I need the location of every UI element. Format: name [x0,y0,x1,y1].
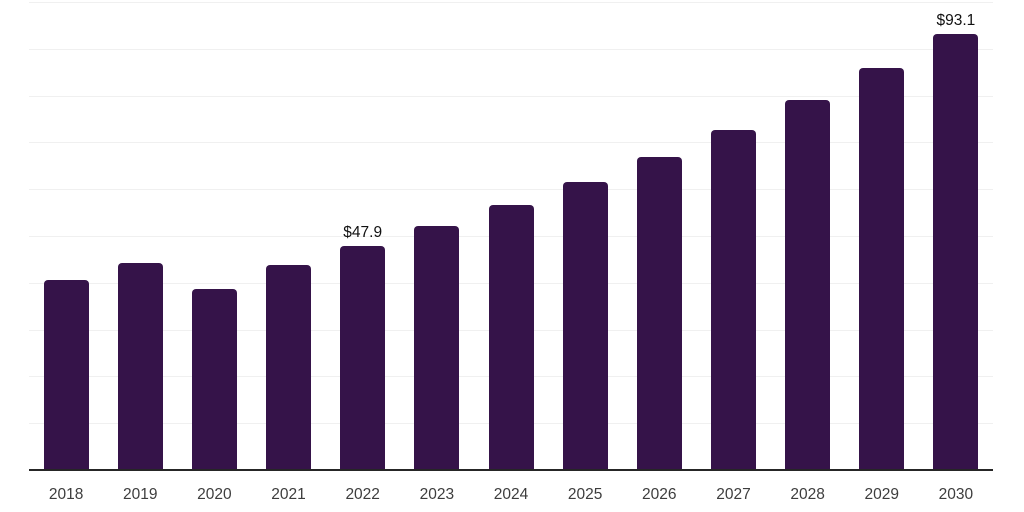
value-label-2030: $93.1 [936,12,976,30]
gridline-70 [29,142,993,144]
bar-2030 [933,34,979,470]
bar-2023 [414,226,460,470]
x-tick-label-2019: 2019 [122,486,158,503]
bar-2029 [859,67,905,470]
x-tick-label-2025: 2025 [567,486,603,503]
bar-2028 [785,100,831,470]
value-label-2022: $47.9 [343,223,383,241]
x-tick-label-2020: 2020 [197,486,232,503]
bar-2018 [43,280,89,470]
bar-2026 [636,156,682,470]
bar-2024 [488,205,534,470]
bar-2019 [117,262,163,470]
x-tick-label-2026: 2026 [642,486,677,503]
x-tick-label-2027: 2027 [716,486,751,503]
x-tick-label-2029: 2029 [864,486,899,503]
x-tick-label-2021: 2021 [271,486,306,503]
gridline-60 [29,189,993,191]
x-tick-label-2028: 2028 [790,486,825,503]
x-tick-label-2022: 2022 [345,486,380,503]
x-tick-label-2030: 2030 [938,486,974,503]
x-axis-line [29,469,993,471]
bar-2020 [191,289,237,470]
bar-2025 [562,182,608,470]
x-tick-label-2018: 2018 [48,486,84,503]
bar-2021 [266,264,312,470]
bar-2022 [340,245,386,470]
plot-area [29,0,993,470]
gridline-90 [29,48,993,50]
bar-2027 [710,129,756,470]
gridline-100 [29,2,993,3]
x-tick-label-2024: 2024 [493,486,529,503]
gridline-80 [29,95,993,97]
x-tick-label-2023: 2023 [419,486,455,503]
